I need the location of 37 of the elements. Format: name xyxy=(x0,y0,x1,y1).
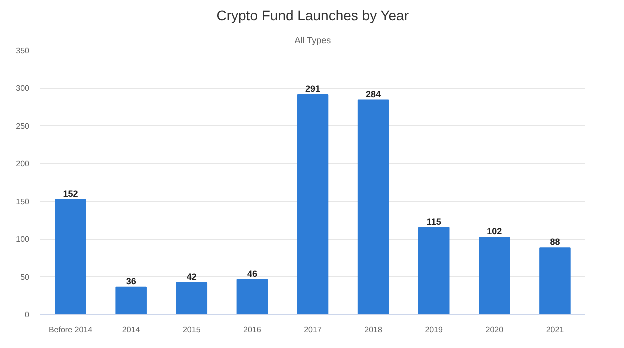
x-tick-label: Before 2014 xyxy=(48,326,94,334)
bar xyxy=(358,100,390,314)
bar xyxy=(176,282,208,314)
x-tick-label: 2019 xyxy=(425,326,444,334)
y-tick-label: 250 xyxy=(16,122,30,131)
bar xyxy=(540,248,571,314)
x-tick-label: 2015 xyxy=(182,326,202,334)
bar xyxy=(55,199,86,314)
y-tick-label: 100 xyxy=(16,235,30,244)
bar xyxy=(418,227,450,314)
x-tick-label: 2017 xyxy=(304,326,322,334)
x-tick-label: 2021 xyxy=(546,326,565,334)
data-label: 152 xyxy=(63,188,78,199)
data-label: 102 xyxy=(487,226,502,237)
x-tick-label: 2018 xyxy=(364,326,384,334)
y-tick-label: 50 xyxy=(20,272,30,282)
bar xyxy=(236,279,268,314)
bar xyxy=(116,286,147,314)
y-tick-label: 0 xyxy=(25,310,30,320)
data-label: 46 xyxy=(247,268,258,279)
y-tick-label: 150 xyxy=(16,197,30,206)
x-tick-label: 2014 xyxy=(122,326,141,334)
chart-title: Crypto Fund Launches by Year xyxy=(216,8,410,24)
x-tick-label: 2020 xyxy=(486,326,504,334)
bar xyxy=(479,237,510,314)
y-tick-label: 300 xyxy=(16,84,30,94)
bar xyxy=(297,94,329,314)
x-tick-label: 2016 xyxy=(244,326,262,334)
data-label: 36 xyxy=(126,276,136,286)
data-label: 42 xyxy=(186,272,197,282)
data-label: 291 xyxy=(305,84,321,94)
data-label: 115 xyxy=(426,216,442,227)
y-tick-label: 200 xyxy=(16,160,30,169)
chart-subtitle: All Types xyxy=(294,36,332,46)
data-label: 284 xyxy=(366,89,382,100)
data-label: 88 xyxy=(550,237,560,248)
y-tick-label: 350 xyxy=(16,46,30,56)
